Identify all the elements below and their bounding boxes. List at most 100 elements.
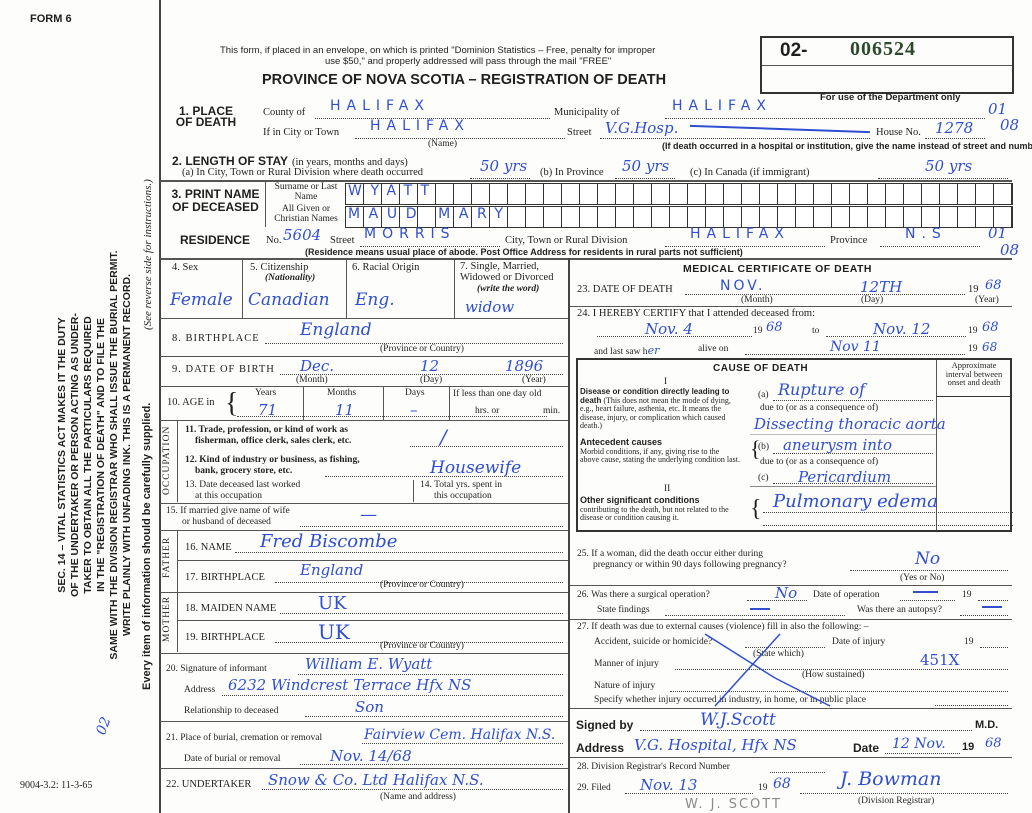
cause-a-label: (a): [758, 390, 769, 400]
residence-no-value: 5604: [283, 226, 322, 244]
burial-place-label: 21. Place of burial, cremation or remova…: [166, 733, 323, 743]
relationship-label: Relationship to deceased: [184, 706, 279, 716]
department-note: For use of the Department only: [820, 92, 961, 103]
days-label: Days: [405, 388, 425, 398]
municipality-label: Municipality of: [554, 107, 620, 118]
dod-month: NOV.: [720, 278, 766, 294]
attended-from-year: 68: [766, 320, 783, 335]
undertaker-value: Snow & Co. Ltd Halifax N.S.: [268, 771, 484, 789]
stamp-text: W. J. SCOTT: [685, 797, 782, 812]
prov-country-note: (Province or Country): [380, 580, 464, 590]
years-label: Years: [255, 388, 277, 398]
last-saw-year: 68: [982, 340, 998, 354]
sex-label: 4. Sex: [172, 262, 199, 273]
county-value: HALIFAX: [330, 98, 430, 114]
mother-birthplace-label: 19. BIRTHPLACE: [185, 632, 265, 643]
hrs-label: hrs. or: [475, 406, 500, 416]
year-prefix: 19: [968, 344, 978, 354]
trade-value: /: [440, 425, 447, 449]
last-worked-line: 13. Date deceased last worked: [185, 480, 301, 490]
length-of-stay-note: (in years, months and days): [292, 157, 408, 168]
undertaker-note: (Name and address): [380, 792, 456, 802]
mother-birthplace-value: UK: [318, 620, 350, 644]
spouse-label-line: 15. If married give name of wife: [166, 506, 290, 516]
other-conditions-value: Pulmonary edema: [773, 491, 938, 512]
form-left-border: [159, 0, 161, 813]
statute-line: WRITE PLAINLY WITH UNFADING INK. THIS IS…: [121, 273, 133, 637]
registrar-signature: J. Bowman: [840, 768, 942, 790]
citizenship-label: 5. Citizenship: [250, 262, 309, 273]
antecedent-causes-label: Antecedent causes Morbid conditions, if a…: [580, 437, 740, 464]
filed-year-value: 68: [773, 776, 791, 792]
place-of-death-label: 1. PLACE OF DEATH: [175, 104, 237, 129]
operation-date-dash: [913, 591, 938, 593]
residence-label: RESIDENCE: [180, 233, 251, 247]
md-label: M.D.: [975, 719, 999, 731]
interval-label: Approximate interval between onset and d…: [945, 360, 1003, 387]
yes-no-note: (Yes or No): [900, 573, 945, 583]
findings-label: State findings: [597, 605, 650, 615]
month-note: (Month): [296, 375, 328, 385]
signed-date-label: Date: [853, 741, 880, 755]
dod-year: 68: [985, 278, 1002, 293]
registration-prefix: 02-: [780, 40, 808, 61]
filed-label: 29. Filed: [577, 783, 611, 793]
specify-label: Specify whether injury occurred in indus…: [594, 695, 866, 705]
filed-year-prefix: 19: [758, 783, 768, 793]
year-note: (Year): [975, 295, 999, 305]
spouse-label-line: or husband of deceased: [182, 517, 271, 527]
father-birthplace-label: 17. BIRTHPLACE: [185, 572, 265, 583]
years-value: 71: [258, 401, 278, 419]
informant-signature-value: William E. Wyatt: [305, 655, 433, 673]
filed-date-value: Nov. 13: [640, 776, 698, 794]
direct-cause-label: Disease or condition directly leading to…: [580, 387, 731, 430]
length-of-stay-label: 2. LENGTH OF STAY (in years, months and …: [172, 152, 408, 170]
city-value: HALIFAX: [370, 118, 470, 134]
cause-b-value: aneurysm into: [783, 436, 892, 454]
spouse-label: 15. If married give name of wife or husb…: [166, 506, 290, 528]
racial-origin-label: 6. Racial Origin: [352, 262, 420, 273]
statute-notice: SEC. 14 – VITAL STATISTICS ACT MAKES IT …: [56, 210, 134, 700]
year-note: (Year): [522, 375, 546, 385]
stay-city-label: (a) In City, Town or Rural Division wher…: [182, 167, 423, 178]
stay-canada-value: 50 yrs: [925, 157, 973, 175]
part-one-label: I: [664, 377, 668, 387]
medical-certificate-title: MEDICAL CERTIFICATE OF DEATH: [683, 263, 872, 275]
cause-c-label: (c): [758, 473, 769, 483]
injury-date-label: Date of injury: [832, 637, 886, 647]
autopsy-label: Was there an autopsy?: [857, 605, 942, 615]
surname-label: Surname or Last Name: [274, 182, 338, 202]
marital-label: 7. Single, Married, Widowed or Divorced: [460, 261, 554, 283]
given-names-label: All Given or Christian Names: [274, 204, 338, 224]
certify-label: 24. I HEREBY CERTIFY that I attended dec…: [577, 308, 815, 319]
residence-street-label: Street: [330, 235, 355, 246]
cause-c-value: Pericardium: [798, 468, 892, 486]
registration-number: 006524: [850, 38, 916, 60]
form-title: PROVINCE OF NOVA SCOTIA – REGISTRATION O…: [262, 72, 667, 88]
physician-address-label: Address: [576, 741, 625, 755]
residence-city-label: City, Town or Rural Division: [505, 235, 628, 246]
last-worked-label: 13. Date deceased last worked at this oc…: [185, 480, 300, 502]
mail-notice: use $50," and properly addressed will pa…: [325, 56, 612, 67]
father-name-value: Fred Biscombe: [260, 531, 398, 552]
residence-note: (Residence means usual place of abode. P…: [305, 247, 743, 257]
print-code: 9004-3.2: 11-3-65: [20, 780, 93, 791]
stay-province-label: (b) In Province: [540, 167, 604, 178]
nature-label: Nature of injury: [594, 681, 656, 691]
year-prefix: 19: [753, 326, 763, 336]
dod-year-prefix: 19: [968, 284, 979, 295]
burial-date-label: Date of burial or removal: [184, 754, 281, 764]
father-birthplace-value: England: [300, 561, 364, 579]
dob-label: 9. DATE OF BIRTH: [172, 364, 275, 375]
dept-code: 08: [1000, 116, 1020, 134]
hospital-note: (If death occurred in a hospital or inst…: [662, 141, 1032, 151]
physician-address-value: V.G. Hospital, Hfx NS: [634, 736, 797, 754]
classification-code: 451X: [920, 651, 960, 669]
residence-province-value: N.S: [905, 226, 947, 242]
trade-label-line: 11. Trade, profession, or kind of work a…: [185, 425, 348, 435]
mail-notice: This form, if placed in an envelope, on …: [220, 45, 656, 56]
dept-code: 01: [988, 224, 1008, 242]
total-years-label: 14. Total yrs. spent in this occupation: [420, 480, 502, 502]
statute-line: SAME WITH THE DIVISION REGISTRAR WHO SHA…: [108, 250, 120, 660]
total-years-line: this occupation: [434, 491, 492, 501]
